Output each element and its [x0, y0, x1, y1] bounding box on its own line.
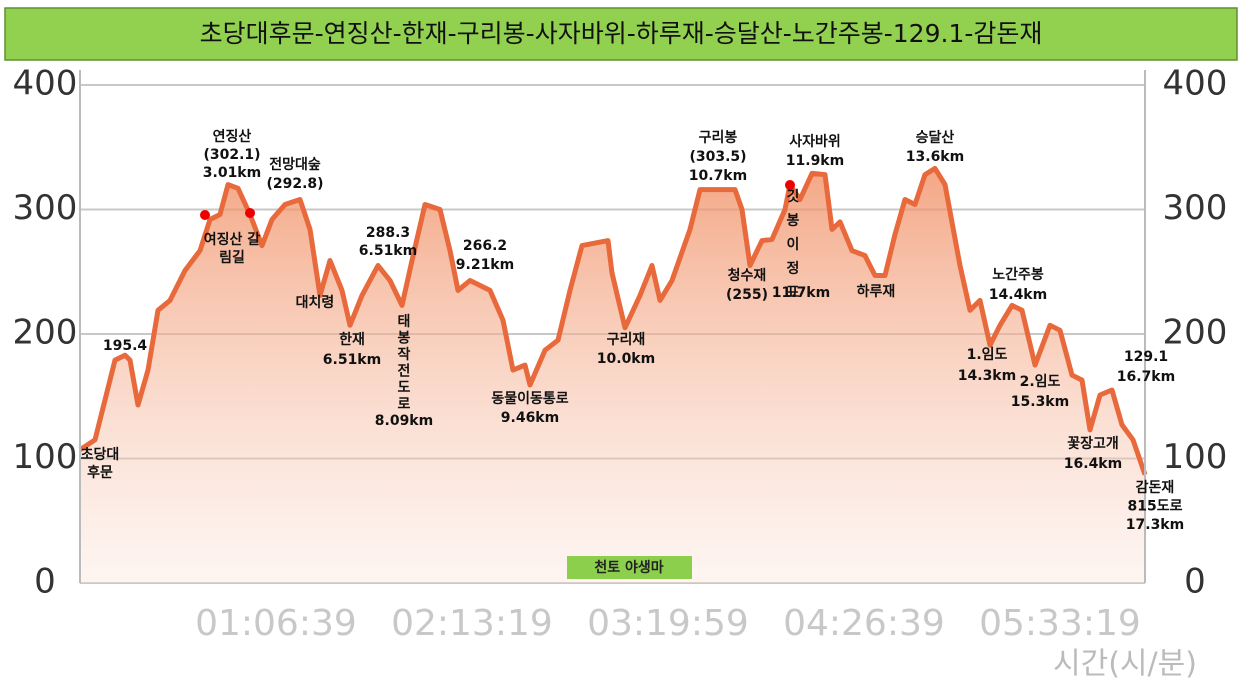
annotation: 10.7km: [689, 168, 747, 184]
annotation: (302.1): [203, 147, 260, 163]
annotation: 6.51km: [359, 243, 417, 259]
annotation: 도: [398, 380, 411, 396]
annotation: 10.0km: [597, 351, 655, 367]
annotation: 한재: [339, 332, 365, 348]
annotation: 16.7km: [1117, 369, 1175, 385]
annotation: 깃: [787, 188, 800, 205]
annotation: 구리재: [607, 332, 646, 348]
annotation: (292.8): [266, 176, 323, 192]
annotation: 11.7km: [772, 285, 830, 301]
annotation: 청수재: [728, 268, 767, 284]
annotation: 승달산: [916, 129, 955, 146]
annotation: 구리봉: [699, 130, 738, 146]
x-tick-label: 01:06:39: [195, 603, 357, 644]
annotation: 봉: [398, 331, 411, 347]
x-tick-label: 04:26:39: [783, 603, 945, 644]
chart-title: 초당대후문-연징산-한재-구리봉-사자바위-하루재-승달산-노간주봉-129.1…: [200, 19, 1043, 48]
area: [80, 168, 1145, 583]
annotation: 17.3km: [1126, 517, 1184, 533]
line: [78, 165, 1148, 476]
marker: [245, 208, 255, 218]
x-tick-label: 03:19:59: [587, 603, 749, 644]
annotation: 초당대: [81, 446, 120, 463]
annotation: (303.5): [689, 149, 746, 165]
annotation: 꽃장고개: [1067, 435, 1119, 452]
y-tick-label: 400: [13, 64, 78, 104]
annotation: 14.4km: [989, 287, 1047, 303]
annotation: 16.4km: [1064, 456, 1122, 472]
y2-tick-label: 400: [1163, 64, 1228, 104]
annotation: 13.6km: [906, 149, 964, 165]
annotation: 전망대숲: [269, 156, 321, 173]
annotation: 후문: [87, 465, 113, 481]
annotation: (255): [726, 287, 768, 303]
annotation: 태: [398, 314, 411, 330]
annotation: 대치령: [296, 295, 335, 311]
annotation: 2.임도: [1020, 374, 1061, 390]
marker: [200, 210, 210, 220]
annotation: 1.임도: [967, 347, 1008, 363]
y2-tick-label: 200: [1163, 313, 1228, 353]
annotation: 195.4: [103, 338, 148, 354]
y-tick-label: 100: [13, 437, 78, 477]
marker: [785, 180, 795, 190]
x-axis-label: 시간(시/분): [1053, 647, 1197, 682]
annotation: 288.3: [366, 225, 410, 241]
annotation: 이: [787, 236, 800, 253]
title-bar: [4, 7, 1238, 61]
x-tick-label: 02:13:19: [391, 603, 553, 644]
annotation: 노간주봉: [992, 266, 1044, 283]
annotation: 작: [398, 346, 411, 363]
annotation: 266.2: [463, 238, 507, 254]
annotation: 로: [398, 397, 411, 413]
annotation: 표: [787, 285, 800, 301]
annotation: 9.46km: [501, 410, 559, 426]
badge: 천토 야생마: [594, 559, 663, 576]
y2-tick-label: 300: [1163, 188, 1228, 228]
annotation: 림길: [219, 250, 245, 266]
y-tick-label: 300: [13, 188, 78, 228]
annotation: 3.01km: [203, 165, 261, 181]
x-tick-label: 05:33:19: [979, 603, 1141, 644]
badge-box: [567, 556, 692, 579]
annotation: 15.3km: [1011, 394, 1069, 410]
annotation: 연징산: [213, 128, 252, 145]
annotation: 9.21km: [456, 257, 514, 273]
annotation: 감돈재: [1136, 479, 1175, 496]
y-tick-label: 0: [34, 562, 56, 602]
annotation: 14.3km: [958, 368, 1016, 384]
annotation: 전: [398, 363, 411, 380]
y2-tick-label: 0: [1184, 562, 1206, 602]
annotation: 8.09km: [375, 413, 433, 429]
annotation: 봉: [787, 213, 800, 229]
annotation: 129.1: [1124, 349, 1168, 365]
annotation: 여징산 갈: [204, 231, 261, 248]
annotation: 정: [787, 260, 800, 277]
y-tick-label: 200: [13, 313, 78, 353]
annotation: 6.51km: [323, 352, 381, 368]
annotation: 하루재: [857, 283, 896, 300]
annotation: 11.9km: [786, 153, 844, 169]
annotation: 815도로: [1128, 499, 1183, 515]
annotation: 사자바위: [789, 134, 841, 150]
annotation: 동물이동통로: [491, 390, 568, 407]
y2-tick-label: 100: [1163, 437, 1228, 477]
